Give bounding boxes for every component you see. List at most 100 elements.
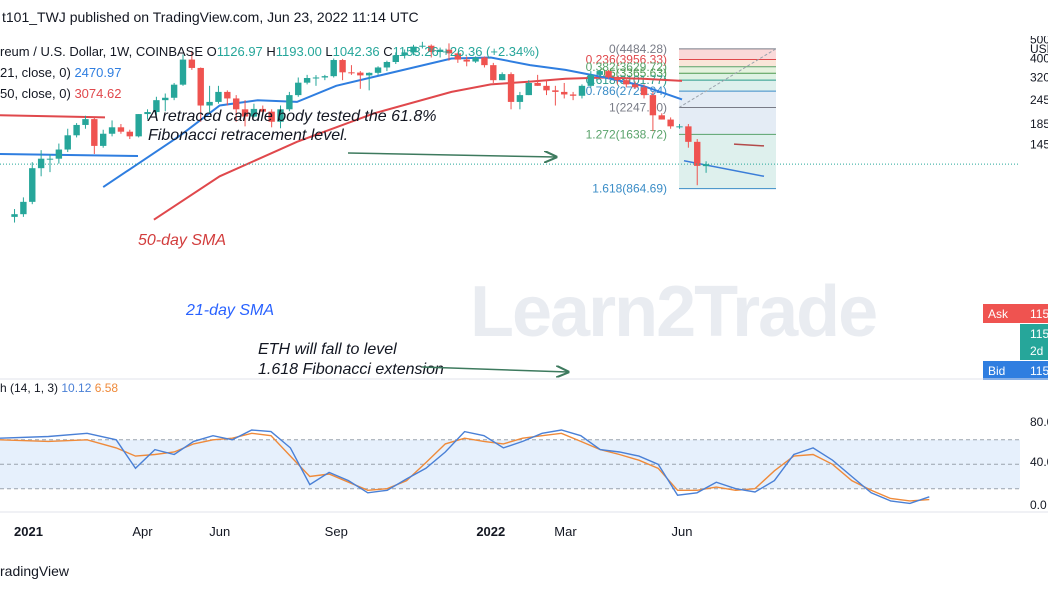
legend-ohlc-key: H bbox=[266, 44, 275, 59]
candle-body bbox=[383, 61, 391, 68]
candle-body bbox=[135, 114, 142, 137]
fib-zone bbox=[679, 107, 776, 135]
candle-body bbox=[170, 84, 178, 98]
candle-body bbox=[543, 85, 550, 91]
current-price-badge[interactable] bbox=[1020, 324, 1048, 360]
candle-body bbox=[578, 85, 586, 96]
stoch-d-value: 6.58 bbox=[95, 381, 119, 395]
fib-zone bbox=[679, 48, 776, 60]
ask-badge[interactable] bbox=[983, 304, 1048, 323]
candle-body bbox=[215, 91, 222, 102]
legend-ma-value: 2470.97 bbox=[74, 65, 121, 80]
candle-body bbox=[490, 65, 497, 81]
candle-body bbox=[29, 168, 36, 202]
candle-body bbox=[295, 82, 302, 96]
candle-body bbox=[321, 76, 329, 78]
legend-ohlc-key: C bbox=[383, 44, 392, 59]
candle-body bbox=[82, 119, 89, 125]
candle-body bbox=[339, 60, 346, 73]
candle-body bbox=[614, 77, 621, 81]
legend-ma-label: 21, close, 0) bbox=[0, 65, 74, 80]
fib-level-label: 0.382(3629.72) bbox=[586, 60, 667, 74]
candle-body bbox=[144, 112, 151, 115]
stoch-tick-label: 40.0 bbox=[1030, 455, 1048, 469]
candle-body bbox=[206, 101, 213, 106]
time-tick-label: Mar bbox=[554, 524, 577, 539]
sma50-line-left bbox=[0, 114, 106, 119]
candle-body bbox=[232, 98, 240, 110]
legend-ohlc-value: 1153.26 bbox=[393, 44, 443, 59]
candle-body bbox=[436, 49, 444, 52]
legend-change: +26.36 (+2.34%) bbox=[442, 44, 539, 59]
candle-body bbox=[37, 158, 45, 169]
legend-ma-row: 50, close, 0) 3074.62 bbox=[0, 86, 121, 101]
legend-ohlc-key: O bbox=[207, 44, 217, 59]
stoch-k-value: 10.12 bbox=[61, 381, 94, 395]
stoch-tick-label: 0.0 bbox=[1030, 498, 1047, 512]
stoch-legend-label: h (14, 1, 3) bbox=[0, 381, 61, 395]
candle-body bbox=[640, 87, 648, 96]
candle-body bbox=[498, 74, 506, 81]
candle-body bbox=[587, 74, 595, 86]
header-bar: t101_TWJ published on TradingView.com, J… bbox=[0, 0, 1048, 36]
stoch-k-line bbox=[0, 429, 930, 505]
candle-body bbox=[55, 149, 63, 159]
candle-body bbox=[250, 108, 258, 117]
candle-body bbox=[11, 214, 18, 217]
candle-body bbox=[694, 141, 701, 166]
candle-body bbox=[569, 94, 577, 96]
legend-ohlc-key: L bbox=[325, 44, 332, 59]
price-tick-label: 185 bbox=[1030, 117, 1048, 131]
ask-value: 115 bbox=[1030, 307, 1048, 321]
candle-body bbox=[197, 67, 204, 106]
candle-body bbox=[445, 49, 453, 54]
fib-level-label: 0(4484.28) bbox=[609, 42, 667, 56]
annotation-eth-text: ETH will fall to level bbox=[258, 341, 397, 358]
price-tick-label: 145 bbox=[1030, 138, 1048, 152]
fib-level-label: 1(2247.20) bbox=[609, 100, 667, 114]
candle-body bbox=[126, 131, 133, 137]
time-tick-label: Sep bbox=[325, 524, 348, 539]
candle-body bbox=[179, 59, 187, 85]
price-scale[interactable] bbox=[1020, 36, 1048, 554]
sma50-callout: 50-day SMA bbox=[138, 232, 226, 249]
legend-ohlc-value: 1042.36 bbox=[333, 44, 384, 59]
bid-label: Bid bbox=[988, 364, 1005, 378]
fib-zone bbox=[679, 91, 776, 108]
annotation-retrace-text: Fibonacci retracement level. bbox=[148, 127, 348, 144]
chart-area[interactable]: Learn2Trade 0(4484.28)0.236(3956.33)0.382… bbox=[0, 36, 1048, 554]
candle-body bbox=[357, 72, 364, 76]
candle-body bbox=[623, 80, 630, 85]
candle-body bbox=[108, 127, 116, 134]
candle-body bbox=[401, 52, 408, 56]
footer-bar: radingView bbox=[0, 554, 1048, 590]
stoch-tick-label: 80.0 bbox=[1030, 415, 1048, 429]
price-tick-label: 500 bbox=[1030, 36, 1048, 47]
candle-body bbox=[525, 82, 532, 96]
fib-zone bbox=[679, 73, 776, 81]
candle-body bbox=[534, 82, 541, 86]
candle-body bbox=[303, 78, 311, 83]
arrow-retrace bbox=[347, 153, 556, 157]
watermark-logo: Learn2Trade bbox=[470, 272, 876, 352]
price-tick-label: 320 bbox=[1030, 70, 1048, 84]
candle-body bbox=[631, 84, 639, 88]
bid-badge[interactable] bbox=[983, 361, 1048, 380]
annotation-retrace-text: A retraced candle body tested the 61.8% bbox=[147, 108, 436, 125]
arrow-extension bbox=[421, 367, 568, 372]
candle-body bbox=[162, 97, 169, 101]
candle-body bbox=[268, 111, 275, 122]
sma21-callout: 21-day SMA bbox=[185, 302, 274, 319]
candle-body bbox=[463, 59, 470, 62]
legend-ohlc-row: reum / U.S. Dollar, 1W, COINBASE O1126.9… bbox=[0, 44, 539, 59]
candle-body bbox=[46, 158, 54, 160]
candle-body bbox=[596, 71, 603, 75]
candle-body bbox=[428, 45, 435, 52]
current-price-value: 115 bbox=[1030, 327, 1048, 341]
fib-zone bbox=[679, 66, 776, 74]
candle-body bbox=[374, 67, 382, 73]
candle-body bbox=[472, 57, 479, 62]
fib-level-label: 0.236(3956.33) bbox=[586, 52, 667, 66]
bid-value: 115 bbox=[1030, 364, 1048, 378]
time-tick-label: Jun bbox=[209, 524, 230, 539]
